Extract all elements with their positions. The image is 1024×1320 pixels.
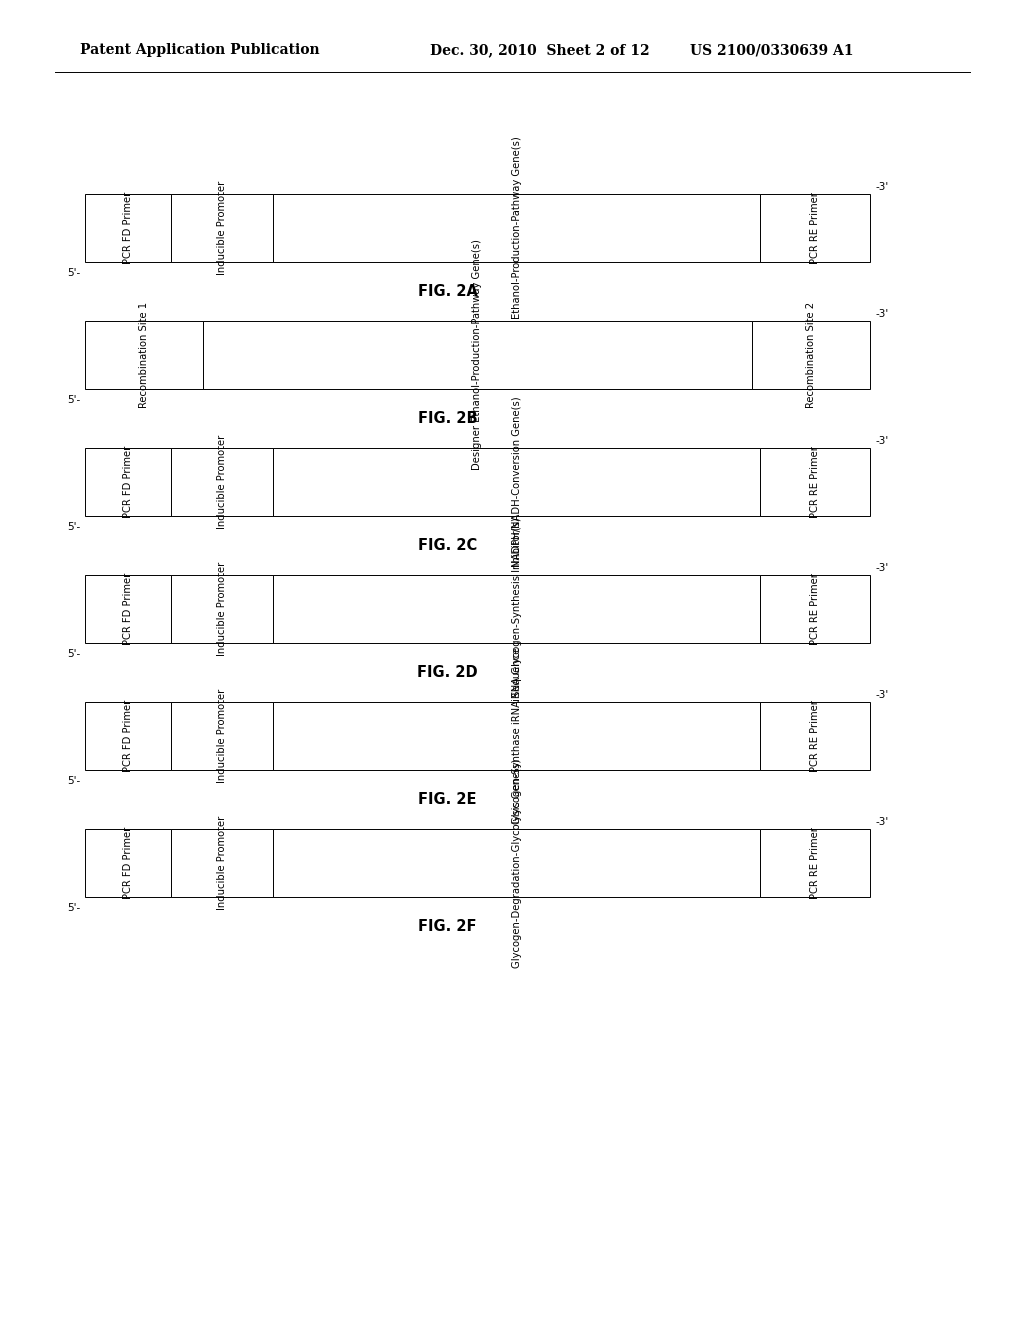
- Text: 5'-: 5'-: [67, 395, 80, 405]
- Text: FIG. 2F: FIG. 2F: [418, 919, 477, 935]
- Text: US 2100/0330639 A1: US 2100/0330639 A1: [690, 44, 853, 57]
- Text: PCR RE Primer: PCR RE Primer: [810, 573, 820, 645]
- Text: FIG. 2A: FIG. 2A: [418, 284, 477, 300]
- Text: -3': -3': [874, 436, 888, 446]
- Text: Glycogen-Degradation-Glycolysis Gene(s): Glycogen-Degradation-Glycolysis Gene(s): [512, 759, 522, 968]
- Text: PCR FD Primer: PCR FD Primer: [123, 191, 133, 264]
- Text: Designer Ethanol-Production-Pathway Gene(s): Designer Ethanol-Production-Pathway Gene…: [472, 239, 482, 470]
- Bar: [273, 447, 760, 516]
- Text: PCR FD Primer: PCR FD Primer: [123, 446, 133, 519]
- Bar: [85, 194, 171, 261]
- Text: NADPH/NADH-Conversion Gene(s): NADPH/NADH-Conversion Gene(s): [512, 397, 522, 568]
- Bar: [760, 702, 870, 770]
- Bar: [85, 702, 171, 770]
- Text: Patent Application Publication: Patent Application Publication: [80, 44, 319, 57]
- Text: Inducible Promoter: Inducible Promoter: [217, 816, 227, 909]
- Bar: [760, 447, 870, 516]
- Text: PCR FD Primer: PCR FD Primer: [123, 826, 133, 899]
- Bar: [171, 829, 273, 898]
- Text: iRNA Glycogen-Synthesis Inhibitor(s): iRNA Glycogen-Synthesis Inhibitor(s): [512, 517, 522, 701]
- Bar: [171, 702, 273, 770]
- Text: Glycogen-Synthase iRNA Sequence: Glycogen-Synthase iRNA Sequence: [512, 648, 522, 824]
- Bar: [273, 829, 760, 898]
- Bar: [85, 321, 203, 389]
- Text: -3': -3': [874, 817, 888, 828]
- Text: Dec. 30, 2010  Sheet 2 of 12: Dec. 30, 2010 Sheet 2 of 12: [430, 44, 649, 57]
- Bar: [171, 194, 273, 261]
- Text: Inducible Promoter: Inducible Promoter: [217, 434, 227, 529]
- Text: Recombination Site 1: Recombination Site 1: [139, 302, 148, 408]
- Bar: [85, 576, 171, 643]
- Bar: [760, 576, 870, 643]
- Text: Inducible Promoter: Inducible Promoter: [217, 689, 227, 783]
- Text: 5'-: 5'-: [67, 521, 80, 532]
- Text: Recombination Site 2: Recombination Site 2: [806, 302, 816, 408]
- Bar: [171, 447, 273, 516]
- Text: FIG. 2B: FIG. 2B: [418, 411, 477, 426]
- Bar: [273, 702, 760, 770]
- Text: PCR RE Primer: PCR RE Primer: [810, 193, 820, 264]
- Text: -3': -3': [874, 690, 888, 700]
- Bar: [273, 576, 760, 643]
- Text: PCR FD Primer: PCR FD Primer: [123, 573, 133, 645]
- Text: 5'-: 5'-: [67, 903, 80, 913]
- Text: 5'-: 5'-: [67, 268, 80, 279]
- Bar: [85, 829, 171, 898]
- Text: -3': -3': [874, 309, 888, 319]
- Text: PCR RE Primer: PCR RE Primer: [810, 828, 820, 899]
- Bar: [203, 321, 753, 389]
- Text: PCR RE Primer: PCR RE Primer: [810, 700, 820, 772]
- Text: FIG. 2C: FIG. 2C: [418, 539, 477, 553]
- Bar: [171, 576, 273, 643]
- Bar: [760, 829, 870, 898]
- Text: 5'-: 5'-: [67, 649, 80, 659]
- Text: -3': -3': [874, 564, 888, 573]
- Text: 5'-: 5'-: [67, 776, 80, 785]
- Text: PCR FD Primer: PCR FD Primer: [123, 700, 133, 772]
- Bar: [760, 194, 870, 261]
- Text: Inducible Promoter: Inducible Promoter: [217, 181, 227, 275]
- Text: Inducible Promoter: Inducible Promoter: [217, 562, 227, 656]
- Text: Ethanol-Production-Pathway Gene(s): Ethanol-Production-Pathway Gene(s): [512, 137, 522, 319]
- Bar: [273, 194, 760, 261]
- Text: FIG. 2E: FIG. 2E: [418, 792, 477, 807]
- Text: -3': -3': [874, 182, 888, 191]
- Bar: [85, 447, 171, 516]
- Text: PCR RE Primer: PCR RE Primer: [810, 446, 820, 517]
- Bar: [753, 321, 870, 389]
- Text: FIG. 2D: FIG. 2D: [417, 665, 478, 680]
